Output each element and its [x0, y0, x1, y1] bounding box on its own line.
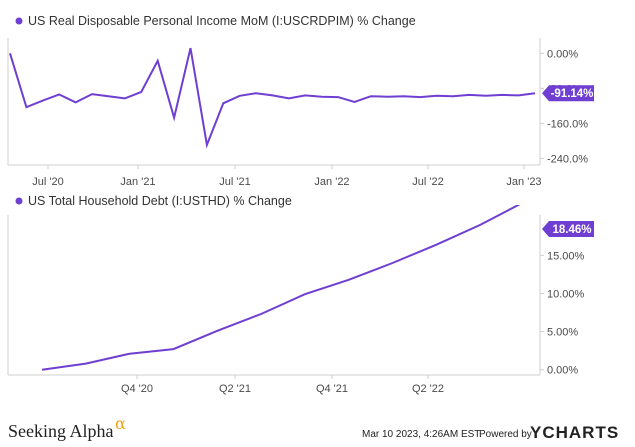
y-tick-label-income: 0.00%	[547, 48, 578, 60]
chart-title-income: US Real Disposable Personal Income MoM (…	[28, 14, 416, 28]
y-tick-label-income: -160.0%	[547, 118, 588, 130]
y-tick-label-debt: 5.00%	[547, 327, 578, 339]
x-tick-label-debt: Q4 '21	[316, 383, 348, 395]
powered-by-label: Powered by	[479, 429, 532, 440]
last-value-badge-debt: 18.46%	[542, 221, 594, 238]
series-line-debt	[41, 205, 521, 371]
x-tick-label-income: Jan '23	[506, 176, 541, 188]
x-tick-label-income: Jan '22	[314, 176, 349, 188]
brand-logo: Seeking Alpha	[8, 421, 114, 441]
x-tick-label-income: Jul '21	[219, 176, 250, 188]
y-tick-label-debt: 10.00%	[547, 288, 585, 300]
x-tick-label-debt: Q2 '22	[412, 383, 444, 395]
last-value-label-income: -91.14%	[551, 88, 594, 100]
alpha-logo-symbol: α	[115, 414, 126, 433]
legend-dot-income	[15, 17, 23, 25]
ycharts-logo[interactable]: YCHARTS	[530, 423, 619, 442]
x-tick-label-debt: Q4 '20	[121, 383, 153, 395]
y-tick-label-debt: 0.00%	[547, 365, 578, 377]
series-line-income	[9, 47, 536, 149]
y-tick-label-debt: 15.00%	[547, 250, 585, 262]
legend-dot-debt	[15, 197, 23, 205]
chart-title-debt: US Total Household Debt (I:USTHD) % Chan…	[28, 194, 292, 208]
x-tick-label-income: Jan '21	[120, 176, 155, 188]
panel-income: US Real Disposable Personal Income MoM (…	[7, 14, 594, 188]
footer: Seeking Alpha α Mar 10 2023, 4:26AM EST.…	[8, 414, 619, 442]
panel-debt: US Total Household Debt (I:USTHD) % Chan…	[7, 194, 594, 395]
timestamp: Mar 10 2023, 4:26AM EST.	[362, 429, 482, 440]
y-tick-label-income: -240.0%	[547, 153, 588, 165]
x-tick-label-debt: Q2 '21	[219, 383, 251, 395]
last-value-label-debt: 18.46%	[552, 224, 591, 236]
x-tick-label-income: Jul '20	[32, 176, 63, 188]
last-value-badge-income: -91.14%	[542, 85, 594, 102]
x-tick-label-income: Jul '22	[412, 176, 443, 188]
